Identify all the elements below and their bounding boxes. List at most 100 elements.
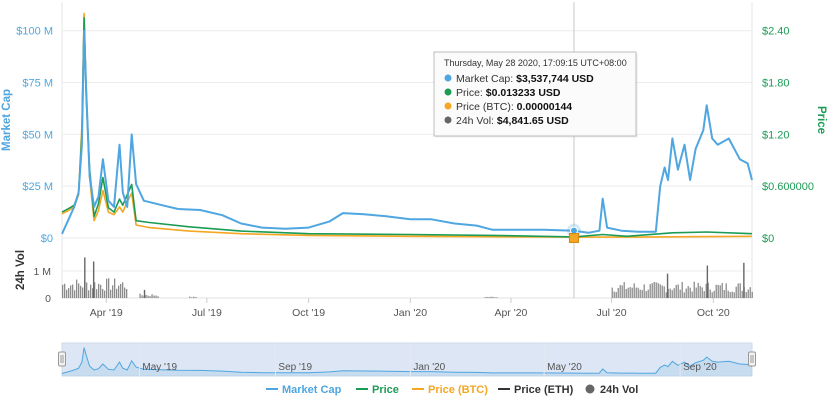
- volume-bar[interactable]: [78, 283, 80, 298]
- volume-bar[interactable]: [486, 296, 488, 298]
- volume-bar[interactable]: [701, 287, 703, 298]
- volume-bar[interactable]: [623, 282, 625, 298]
- volume-bar[interactable]: [745, 291, 747, 298]
- volume-bar[interactable]: [725, 283, 727, 298]
- volume-bar[interactable]: [743, 262, 745, 298]
- volume-bar[interactable]: [76, 279, 78, 298]
- volume-bar[interactable]: [86, 282, 88, 298]
- volume-bar[interactable]: [637, 287, 639, 298]
- volume-bar[interactable]: [685, 288, 687, 298]
- volume-bar[interactable]: [673, 288, 675, 298]
- volume-bar[interactable]: [617, 288, 619, 298]
- volume-bar[interactable]: [126, 289, 128, 298]
- volume-bar[interactable]: [84, 257, 86, 298]
- volume-bar[interactable]: [488, 297, 490, 298]
- navigator-left-handle[interactable]: [58, 351, 66, 367]
- volume-bar[interactable]: [665, 292, 667, 298]
- volume-bar[interactable]: [706, 265, 709, 298]
- volume-bar[interactable]: [611, 287, 613, 298]
- volume-bar[interactable]: [683, 292, 685, 298]
- volume-bar[interactable]: [66, 289, 68, 298]
- volume-bar[interactable]: [114, 278, 116, 298]
- volume-bar[interactable]: [70, 285, 72, 298]
- volume-bar[interactable]: [739, 283, 741, 298]
- legend-item[interactable]: Market Cap: [266, 384, 342, 396]
- volume-bar[interactable]: [687, 286, 689, 298]
- volume-bar[interactable]: [106, 278, 108, 298]
- volume-bar[interactable]: [68, 288, 70, 298]
- volume-bar[interactable]: [621, 285, 623, 298]
- volume-bar[interactable]: [94, 282, 96, 298]
- volume-bar[interactable]: [110, 289, 112, 298]
- volume-bar[interactable]: [193, 296, 195, 298]
- volume-bar[interactable]: [727, 290, 729, 298]
- volume-bar[interactable]: [699, 286, 701, 298]
- volume-bar[interactable]: [735, 286, 737, 298]
- legend-item[interactable]: Price: [356, 384, 399, 396]
- series-lines[interactable]: [61, 12, 753, 238]
- volume-bar[interactable]: [647, 289, 649, 298]
- legend-item[interactable]: 24h Vol: [585, 384, 639, 396]
- volume-bar[interactable]: [659, 284, 661, 298]
- volume-bar[interactable]: [141, 295, 143, 298]
- volume-bar[interactable]: [645, 291, 647, 298]
- volume-bar[interactable]: [721, 282, 723, 298]
- volume-bar[interactable]: [112, 285, 114, 298]
- volume-bar[interactable]: [711, 292, 713, 298]
- volume-bar[interactable]: [108, 278, 110, 298]
- volume-bar[interactable]: [669, 288, 671, 298]
- volume-bar[interactable]: [691, 291, 693, 298]
- volume-bar[interactable]: [490, 296, 492, 298]
- volume-bar[interactable]: [751, 291, 753, 298]
- volume-bar[interactable]: [155, 295, 157, 298]
- volume-bar[interactable]: [629, 287, 631, 298]
- volume-bar[interactable]: [741, 290, 743, 298]
- volume-bar[interactable]: [713, 290, 715, 298]
- volume-bar[interactable]: [666, 273, 669, 298]
- volume-bar[interactable]: [104, 290, 106, 298]
- volume-bar[interactable]: [120, 283, 122, 298]
- volume-bar[interactable]: [717, 284, 719, 298]
- volume-bar[interactable]: [641, 289, 643, 298]
- volume-bar[interactable]: [707, 282, 709, 298]
- volume-bars[interactable]: [62, 257, 753, 298]
- volume-bar[interactable]: [709, 289, 711, 298]
- volume-bar[interactable]: [657, 283, 659, 298]
- volume-bar[interactable]: [143, 289, 146, 298]
- volume-bar[interactable]: [675, 285, 677, 298]
- volume-bar[interactable]: [96, 289, 98, 298]
- volume-bar[interactable]: [62, 284, 64, 298]
- volume-bar[interactable]: [649, 284, 651, 298]
- legend[interactable]: Market Cap Price Price (BTC) Price (ETH) 24h…: [266, 384, 638, 396]
- volume-bar[interactable]: [723, 290, 725, 298]
- volume-bar[interactable]: [737, 283, 739, 298]
- volume-bar[interactable]: [703, 291, 705, 298]
- volume-bar[interactable]: [627, 287, 629, 298]
- volume-bar[interactable]: [80, 285, 82, 298]
- volume-bar[interactable]: [139, 293, 141, 298]
- volume-bar[interactable]: [82, 287, 84, 298]
- volume-bar[interactable]: [74, 290, 76, 298]
- legend-item[interactable]: Price (BTC): [412, 384, 488, 396]
- volume-bar[interactable]: [153, 295, 155, 298]
- volume-bar[interactable]: [693, 281, 695, 298]
- volume-bar[interactable]: [145, 294, 147, 298]
- volume-bar[interactable]: [729, 292, 731, 298]
- volume-bar[interactable]: [195, 297, 197, 298]
- volume-bar[interactable]: [64, 283, 66, 298]
- volume-bar[interactable]: [151, 294, 153, 298]
- volume-bar[interactable]: [731, 291, 733, 298]
- volume-bar[interactable]: [88, 290, 90, 298]
- volume-bar[interactable]: [681, 282, 683, 298]
- volume-bar[interactable]: [639, 289, 641, 298]
- volume-bar[interactable]: [72, 284, 74, 298]
- volume-bar[interactable]: [671, 290, 673, 298]
- navigator-right-handle[interactable]: [748, 351, 756, 367]
- volume-bar[interactable]: [98, 283, 100, 298]
- volume-bar[interactable]: [733, 292, 735, 298]
- volume-bar[interactable]: [689, 287, 691, 298]
- legend-item[interactable]: Price (ETH): [498, 384, 574, 396]
- volume-bar[interactable]: [719, 285, 721, 298]
- volume-bar[interactable]: [619, 285, 621, 298]
